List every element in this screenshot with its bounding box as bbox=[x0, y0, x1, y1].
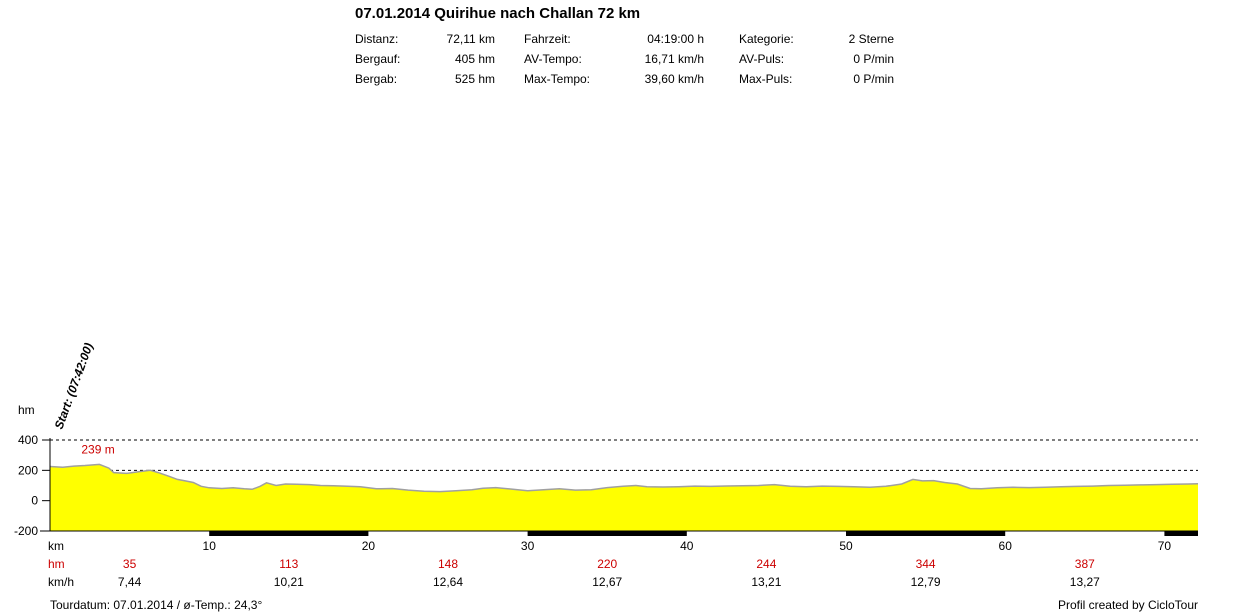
x-tick-labels: 10 20 30 40 50 60 70 bbox=[203, 539, 1172, 553]
km-band bbox=[846, 531, 1006, 536]
segment-kmh-label: 13,21 bbox=[751, 575, 781, 589]
km-band bbox=[527, 531, 687, 536]
segment-hm-label: 244 bbox=[756, 557, 776, 571]
segment-hm-label: 220 bbox=[597, 557, 617, 571]
stat-value-descent: 525 hm bbox=[454, 72, 495, 86]
segment-kmh-label: 13,27 bbox=[1070, 575, 1100, 589]
stat-label-avg-pulse: AV-Puls: bbox=[739, 52, 785, 66]
y-tick-label: 400 bbox=[18, 433, 38, 447]
km-band bbox=[1164, 531, 1198, 536]
segment-kmh-label: 12,64 bbox=[433, 575, 463, 589]
x-tick-label: 20 bbox=[362, 539, 376, 553]
y-tick-label: 200 bbox=[18, 463, 38, 477]
segment-hm-label: 387 bbox=[1075, 557, 1095, 571]
stat-value-avg-pulse: 0 P/min bbox=[853, 52, 894, 66]
segment-labels: 35 7,44 113 10,21 148 12,64 220 12,67 244 13,21 34… bbox=[118, 557, 1100, 589]
axes bbox=[40, 438, 1198, 536]
stat-value-ride-time: 04:19:00 h bbox=[647, 32, 704, 46]
y-tick-labels: 400 200 0 -200 bbox=[14, 433, 38, 538]
segment-hm-label: 113 bbox=[279, 557, 298, 571]
stat-value-max-speed: 39,60 km/h bbox=[644, 72, 704, 86]
segment-hm-label: 35 bbox=[123, 557, 137, 571]
segment-hm-label: 344 bbox=[916, 557, 936, 571]
start-time-label: Start: (07:42:00) bbox=[52, 341, 96, 431]
max-elevation-label: 239 m bbox=[81, 442, 114, 456]
x-tick-label: 30 bbox=[521, 539, 535, 553]
segment-kmh-label: 12,79 bbox=[911, 575, 941, 589]
x-tick-label: 40 bbox=[680, 539, 694, 553]
stat-label-ascent: Bergauf: bbox=[355, 52, 401, 66]
footer-tour-info: Tourdatum: 07.01.2014 / ø-Temp.: 24,3° bbox=[50, 598, 263, 612]
elevation-line bbox=[49, 463, 1199, 493]
km-band bbox=[209, 531, 369, 536]
elevation-area bbox=[50, 464, 1198, 531]
x-row-label-km: km bbox=[48, 539, 64, 553]
stat-value-distance: 72,11 km bbox=[446, 32, 495, 46]
stat-value-ascent: 405 hm bbox=[454, 52, 495, 66]
segment-hm-label: 148 bbox=[438, 557, 458, 571]
row-label-hm: hm bbox=[48, 557, 65, 571]
stat-value-category: 2 Sterne bbox=[848, 32, 894, 46]
stat-label-descent: Bergab: bbox=[355, 72, 398, 86]
page-title: 07.01.2014 Quirihue nach Challan 72 km bbox=[355, 5, 641, 22]
x-tick-label: 60 bbox=[999, 539, 1013, 553]
footer-credit: Profil created by CicloTour bbox=[1057, 598, 1198, 612]
segment-kmh-label: 12,67 bbox=[592, 575, 622, 589]
row-label-kmh: km/h bbox=[48, 575, 74, 589]
stat-label-max-speed: Max-Tempo: bbox=[524, 72, 591, 86]
stat-label-avg-speed: AV-Tempo: bbox=[524, 52, 582, 66]
stat-label-category: Kategorie: bbox=[739, 32, 794, 46]
stat-value-avg-speed: 16,71 km/h bbox=[644, 52, 704, 66]
x-tick-label: 10 bbox=[203, 539, 217, 553]
stat-value-max-pulse: 0 P/min bbox=[853, 72, 894, 86]
segment-kmh-label: 10,21 bbox=[274, 575, 304, 589]
y-tick-label: -200 bbox=[14, 524, 38, 538]
stat-label-distance: Distanz: bbox=[355, 32, 399, 46]
x-tick-label: 50 bbox=[839, 539, 853, 553]
stat-label-ride-time: Fahrzeit: bbox=[524, 32, 571, 46]
x-tick-label: 70 bbox=[1158, 539, 1172, 553]
stat-label-max-pulse: Max-Puls: bbox=[739, 72, 793, 86]
segment-kmh-label: 7,44 bbox=[118, 575, 142, 589]
y-tick-label: 0 bbox=[31, 494, 38, 508]
y-axis-label: hm bbox=[18, 403, 35, 417]
